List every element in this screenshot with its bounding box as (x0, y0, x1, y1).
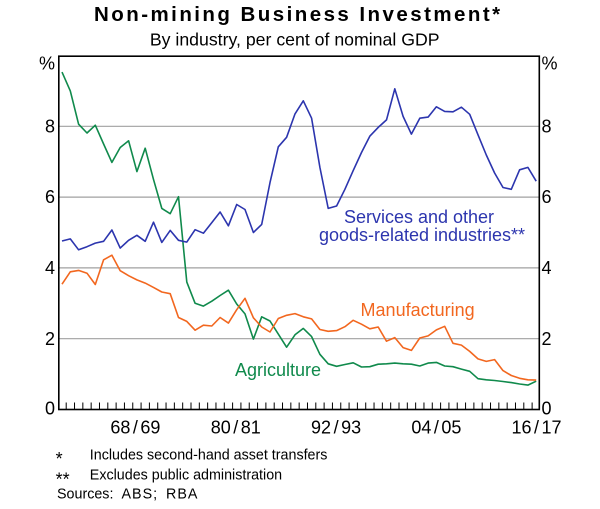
svg-text:6: 6 (45, 187, 55, 207)
svg-text:%: % (39, 54, 55, 74)
svg-text:8: 8 (45, 116, 55, 136)
svg-text:0: 0 (45, 399, 55, 419)
svg-text:92/93: 92/93 (311, 417, 361, 437)
svg-text:RBA: RBA (166, 487, 198, 503)
svg-text:4: 4 (542, 258, 552, 278)
svg-text:16/17: 16/17 (511, 417, 561, 437)
svg-text:2: 2 (542, 329, 552, 349)
svg-text:Sources:: Sources: (57, 487, 113, 503)
svg-text:%: % (542, 54, 558, 74)
svg-text:80/81: 80/81 (211, 417, 261, 437)
svg-text:goods-related industries**: goods-related industries** (319, 225, 525, 245)
svg-text:0: 0 (542, 399, 552, 419)
svg-text:Non-mining Business Investment: Non-mining Business Investment* (94, 3, 503, 26)
svg-text:2: 2 (45, 329, 55, 349)
svg-text:Manufacturing: Manufacturing (361, 300, 475, 320)
svg-text:Agriculture: Agriculture (235, 360, 321, 380)
svg-text:6: 6 (542, 187, 552, 207)
svg-text:68/69: 68/69 (110, 417, 160, 437)
svg-text:*: * (56, 449, 63, 469)
svg-text:By industry, per cent of nomin: By industry, per cent of nominal GDP (150, 30, 440, 50)
svg-text:4: 4 (45, 258, 55, 278)
svg-text:8: 8 (542, 116, 552, 136)
svg-text:Services and other: Services and other (344, 207, 494, 227)
svg-text:Includes second-hand asset tra: Includes second-hand asset transfers (90, 448, 328, 464)
svg-text:04/05: 04/05 (411, 417, 461, 437)
svg-text:ABS;: ABS; (122, 487, 159, 503)
svg-text:**: ** (56, 470, 70, 490)
svg-text:Excludes public administration: Excludes public administration (90, 468, 282, 484)
